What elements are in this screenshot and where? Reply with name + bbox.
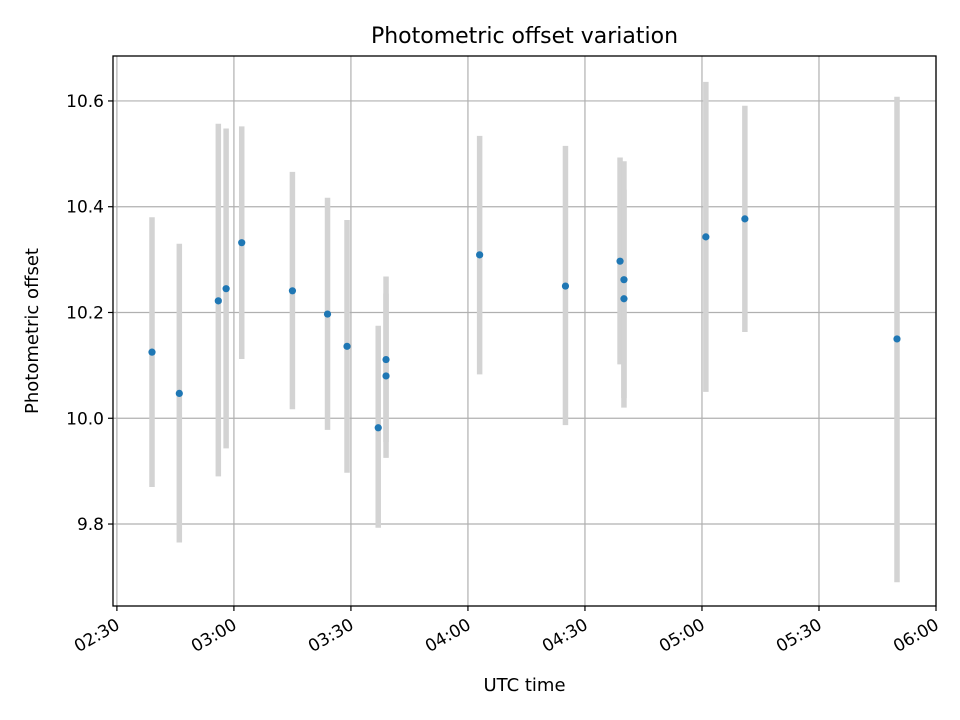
- data-point: [214, 297, 222, 305]
- data-point: [620, 295, 628, 303]
- data-point: [620, 276, 628, 284]
- data-point: [343, 342, 351, 350]
- plot-frame: [112, 55, 937, 607]
- y-tick-label: 9.8: [77, 515, 104, 535]
- data-point: [288, 287, 297, 295]
- data-points: [148, 215, 901, 432]
- data-point: [323, 310, 332, 318]
- y-tick-label: 10.4: [66, 198, 104, 218]
- y-tick-label: 10.2: [66, 303, 104, 323]
- data-point: [702, 233, 710, 241]
- chart-title: Photometric offset variation: [371, 24, 678, 49]
- data-point: [741, 215, 749, 223]
- data-point: [374, 424, 382, 432]
- data-point: [476, 251, 484, 259]
- y-tick-label: 10.6: [66, 92, 104, 112]
- y-tick-label: 10.0: [66, 409, 104, 429]
- y-axis-label: Photometric offset: [22, 248, 43, 414]
- data-point: [175, 389, 183, 398]
- data-point: [382, 355, 390, 364]
- data-point: [148, 348, 156, 356]
- data-point: [382, 372, 390, 380]
- data-point: [616, 257, 624, 265]
- data-point: [893, 335, 901, 343]
- data-point: [222, 285, 230, 293]
- data-point: [238, 239, 246, 247]
- x-axis-label: UTC time: [483, 675, 565, 696]
- data-point: [561, 282, 570, 290]
